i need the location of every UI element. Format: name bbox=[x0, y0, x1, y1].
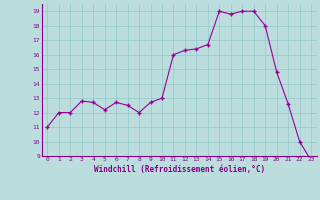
X-axis label: Windchill (Refroidissement éolien,°C): Windchill (Refroidissement éolien,°C) bbox=[94, 165, 265, 174]
